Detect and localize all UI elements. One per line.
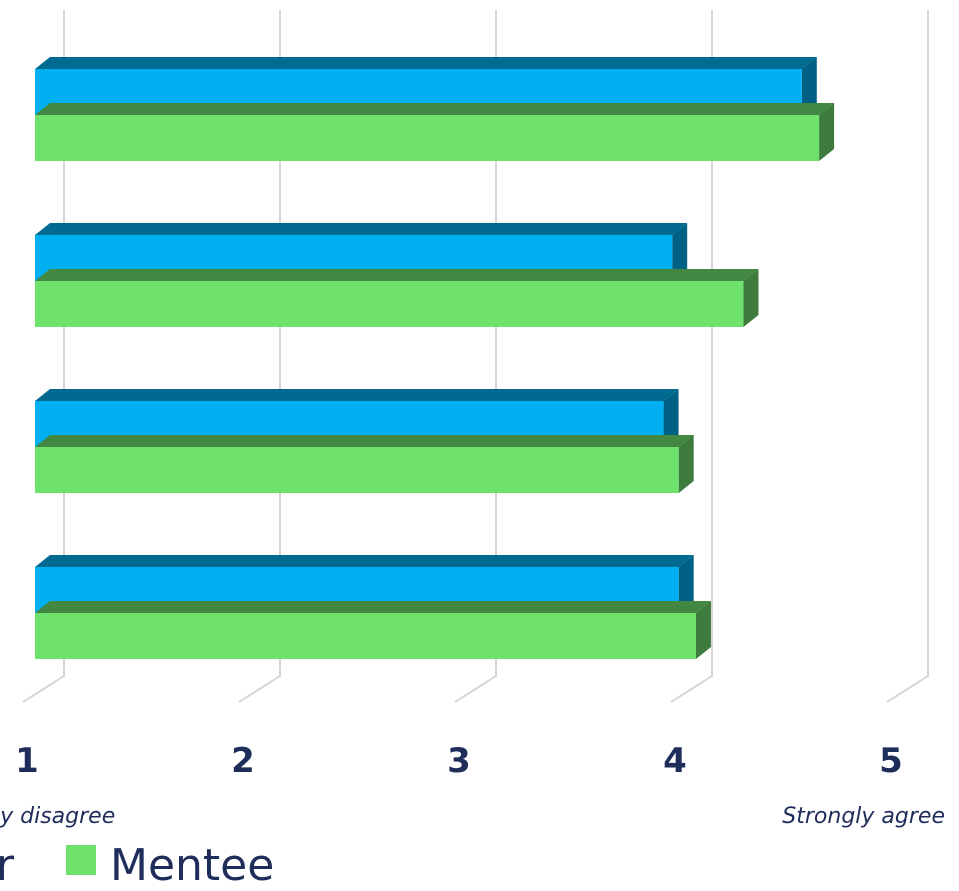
legend-label-series-1: r: [0, 840, 15, 891]
gridline: [886, 10, 929, 703]
bar: [35, 103, 835, 161]
x-axis-left-end-label: ly disagree: [0, 804, 115, 829]
legend-swatch-series-2: [66, 845, 96, 875]
bar: [35, 269, 759, 327]
x-axis-ticks: 1 2 3 4 5: [15, 741, 903, 781]
x-tick-label: 4: [663, 741, 687, 781]
legend: r Mentee: [0, 840, 274, 891]
bar: [35, 435, 694, 493]
x-tick-label: 3: [447, 741, 471, 781]
x-tick-label: 1: [15, 741, 39, 781]
legend-label-series-2: Mentee: [110, 840, 274, 891]
x-tick-label: 5: [879, 741, 903, 781]
x-axis-right-end-label: Strongly agree: [782, 804, 945, 829]
bars: [35, 57, 835, 659]
bar: [35, 601, 711, 659]
x-tick-label: 2: [231, 741, 255, 781]
gridline: [670, 10, 713, 703]
